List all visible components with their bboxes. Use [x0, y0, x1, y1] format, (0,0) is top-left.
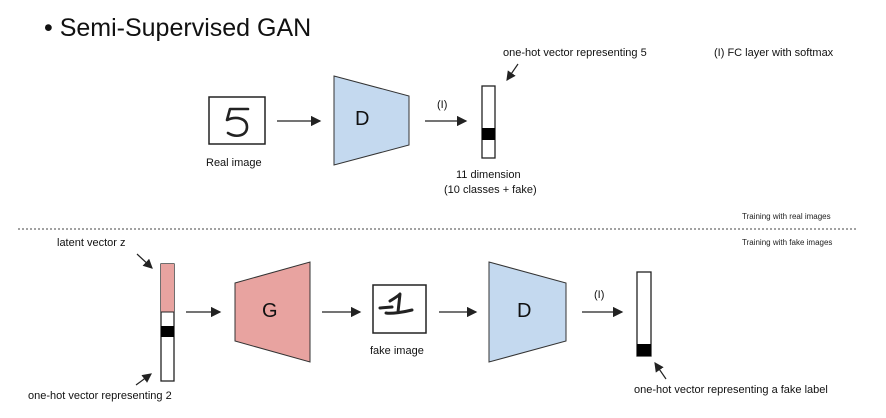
output-active-cell-bottom	[637, 344, 651, 356]
onehot5-label: one-hot vector representing 5	[503, 47, 647, 59]
fake-image-caption: fake image	[370, 345, 424, 357]
fc-layer-note: (I) FC layer with softmax	[714, 47, 834, 59]
dimension-label: 11 dimension	[456, 169, 521, 181]
dimension-detail: (10 classes + fake)	[444, 184, 537, 196]
real-image-caption: Real image	[206, 157, 262, 169]
real-digit-5-glyph	[225, 107, 250, 137]
generator-label: G	[262, 300, 278, 322]
pointer-latent	[136, 253, 153, 269]
discriminator-bottom	[488, 261, 567, 363]
discriminator-top-label: D	[355, 108, 370, 130]
onehot-fake-label: one-hot vector representing a fake label	[634, 384, 828, 396]
generator	[234, 261, 311, 363]
output-active-cell-top	[482, 128, 495, 140]
discriminator-top	[333, 75, 410, 166]
fc-arrow-label-top: (I)	[437, 99, 448, 111]
fake-digit-glyph	[378, 292, 414, 315]
fc-arrow-label-bottom: (I)	[594, 289, 605, 301]
pointer-onehot5	[506, 63, 519, 81]
section-note-fake: Training with fake images	[742, 238, 833, 247]
output-vector-bottom	[636, 271, 652, 357]
onehot2-label: one-hot vector representing 2	[28, 390, 172, 402]
output-vector-top	[481, 85, 496, 159]
pointer-onehot2	[135, 373, 152, 386]
discriminator-bottom-label: D	[517, 300, 532, 322]
latent-active-cell	[161, 326, 174, 337]
section-note-real: Training with real images	[742, 212, 831, 221]
latent-vector-label: latent vector z	[57, 237, 126, 249]
pointer-onehot-fake	[654, 362, 667, 380]
slide-title: • Semi-Supervised GAN	[44, 14, 312, 42]
latent-vector-fill	[161, 264, 174, 312]
